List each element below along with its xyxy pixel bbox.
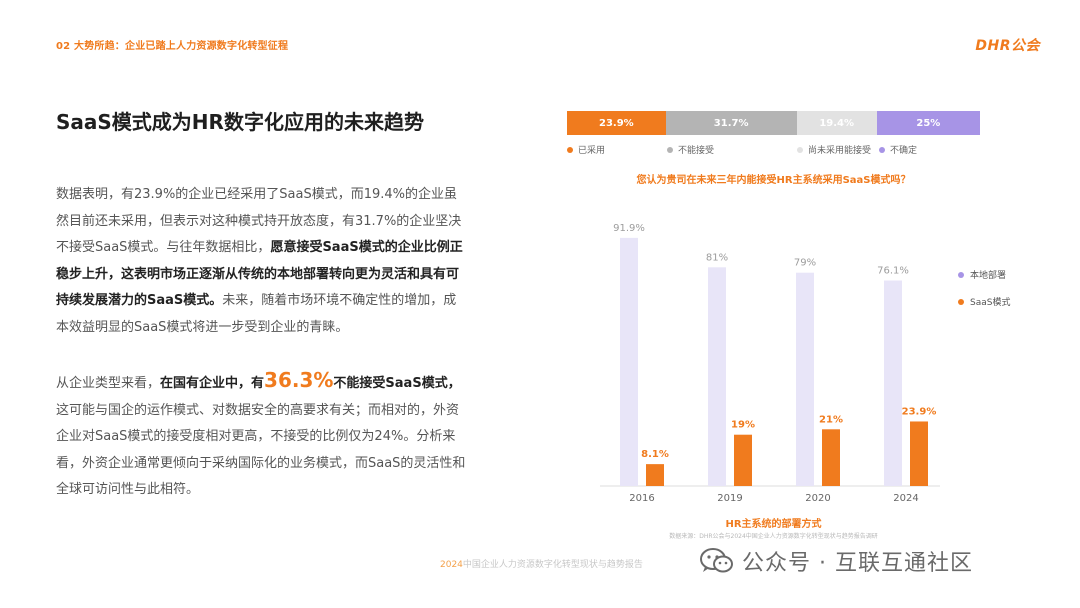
stack-segment-1: 31.7% (665, 111, 797, 135)
bar-onprem-2019 (708, 267, 726, 486)
stack-legend-dot-2 (797, 146, 803, 153)
stack-legend-label-3: 不确定 (890, 146, 918, 156)
stacked-bar-chart: 23.9% 31.7% 19.4% 25% (567, 111, 980, 135)
paragraph-2-text-a: 从企业类型来看， (56, 376, 161, 391)
paragraph-1-bold: 愿意接受SaaS模式的企业比例正稳步上升，这表明市场正逐渐从传统的本地部署转向更… (56, 240, 463, 308)
chart-question: 您认为贵司在未来三年内能接受HR主系统采用SaaS模式吗？ (636, 175, 911, 186)
page-title: SaaS模式成为HR数字化应用的未来趋势 (56, 110, 424, 134)
footer-year: 2024 (440, 560, 463, 570)
brand-logo: DHR公会 (975, 38, 1040, 54)
label-saas-2016: 8.1% (641, 449, 669, 460)
bar-onprem-2024 (884, 280, 902, 486)
paragraph-2: 从企业类型来看，在国有企业中，有36.3%不能接受SaaS模式， 这可能与国企的运… (56, 367, 466, 504)
stack-legend-item-2: 尚未采用能接受 (797, 143, 871, 156)
label-saas-2020: 21% (819, 414, 843, 425)
stack-segment-0: 23.9% (567, 111, 666, 135)
legend-label-onprem: 本地部署 (970, 271, 1007, 281)
x-tick-2016: 2016 (629, 493, 654, 504)
stack-legend-item-1: 不能接受 (667, 143, 714, 156)
label-saas-2024: 23.9% (902, 406, 937, 417)
paragraph-2-bold-a: 在国有企业中，有 (160, 376, 265, 391)
watermark-text: 公众号 · 互联互通社区 (742, 551, 973, 576)
bar-saas-2020 (822, 429, 840, 486)
chart-caption: HR主系统的部署方式 (725, 519, 822, 530)
x-tick-2019: 2019 (717, 493, 742, 504)
legend-item-onprem: 本地部署 (958, 268, 1010, 281)
stacked-bar-legend: 已采用 不能接受 尚未采用能接受 不确定 (567, 143, 987, 157)
legend-dot-saas (958, 298, 964, 305)
label-onprem-2016: 91.9% (613, 223, 645, 234)
label-onprem-2019: 81% (706, 252, 728, 263)
footer-report-title: 中国企业人力资源数字化转型现状与趋势报告 (462, 560, 643, 570)
paragraph-1: 数据表明，有23.9%的企业已经采用了SaaS模式，而19.4%的企业虽然目前还… (56, 182, 466, 341)
bar-saas-2019 (734, 434, 752, 486)
x-tick-2020: 2020 (805, 493, 830, 504)
stack-legend-label-2: 尚未采用能接受 (808, 146, 872, 156)
stack-legend-dot-0 (567, 146, 573, 153)
label-saas-2019: 19% (731, 420, 755, 431)
deployment-bar-chart: 91.9% 8.1% 2016 81% 19% 2019 79% 21% 2020 76.1% 23… (600, 223, 940, 504)
paragraph-2-bold-b: 不能接受SaaS模式， (333, 376, 461, 391)
paragraph-2-text-b: 这可能与国企的运作模式、对数据安全的高要求有关；而相对的，外资企业对SaaS模式… (56, 402, 466, 498)
x-tick-2024: 2024 (893, 493, 918, 504)
wechat-watermark: 公众号 · 互联互通社区 (700, 545, 973, 577)
legend-dot-onprem (958, 271, 964, 278)
label-onprem-2020: 79% (794, 258, 816, 269)
deployment-legend: 本地部署 SaaS模式 (958, 268, 1010, 322)
footer-report: 2024中国企业人力资源数字化转型现状与趋势报告 (440, 557, 643, 570)
label-onprem-2024: 76.1% (877, 266, 909, 277)
bar-onprem-2020 (796, 272, 814, 486)
paragraph-1-text-a: 数据表明，有23.9%的企业已经采用了SaaS模式，而19.4%的企业虽然目前还… (56, 187, 462, 255)
wechat-icon (700, 548, 733, 573)
stack-legend-dot-1 (667, 146, 673, 153)
stack-legend-label-1: 不能接受 (678, 146, 715, 156)
data-source: 数据来源：DHR公会与2024中国企业人力资源数字化转型现状与趋势报告调研 (669, 533, 878, 540)
stack-legend-label-0: 已采用 (578, 146, 606, 156)
stack-legend-dot-3 (879, 146, 885, 153)
highlight-percentage: 36.3% (264, 368, 334, 392)
legend-item-saas: SaaS模式 (958, 295, 1010, 308)
stack-segment-2: 19.4% (796, 111, 877, 135)
paragraph-1-text-b: 未来，随着市场环境不确定性的增加，成本效益明显的SaaS模式将进一步受到企业的青… (56, 293, 457, 335)
legend-label-saas: SaaS模式 (970, 298, 1011, 308)
bar-saas-2016 (646, 464, 664, 486)
section-header: 02 大势所趋：企业已踏上人力资源数字化转型征程 (56, 41, 289, 52)
bar-onprem-2016 (620, 237, 638, 486)
stack-legend-item-0: 已采用 (567, 143, 605, 156)
stack-legend-item-3: 不确定 (879, 143, 917, 156)
stack-segment-3: 25% (876, 111, 980, 135)
bar-saas-2024 (910, 421, 928, 486)
